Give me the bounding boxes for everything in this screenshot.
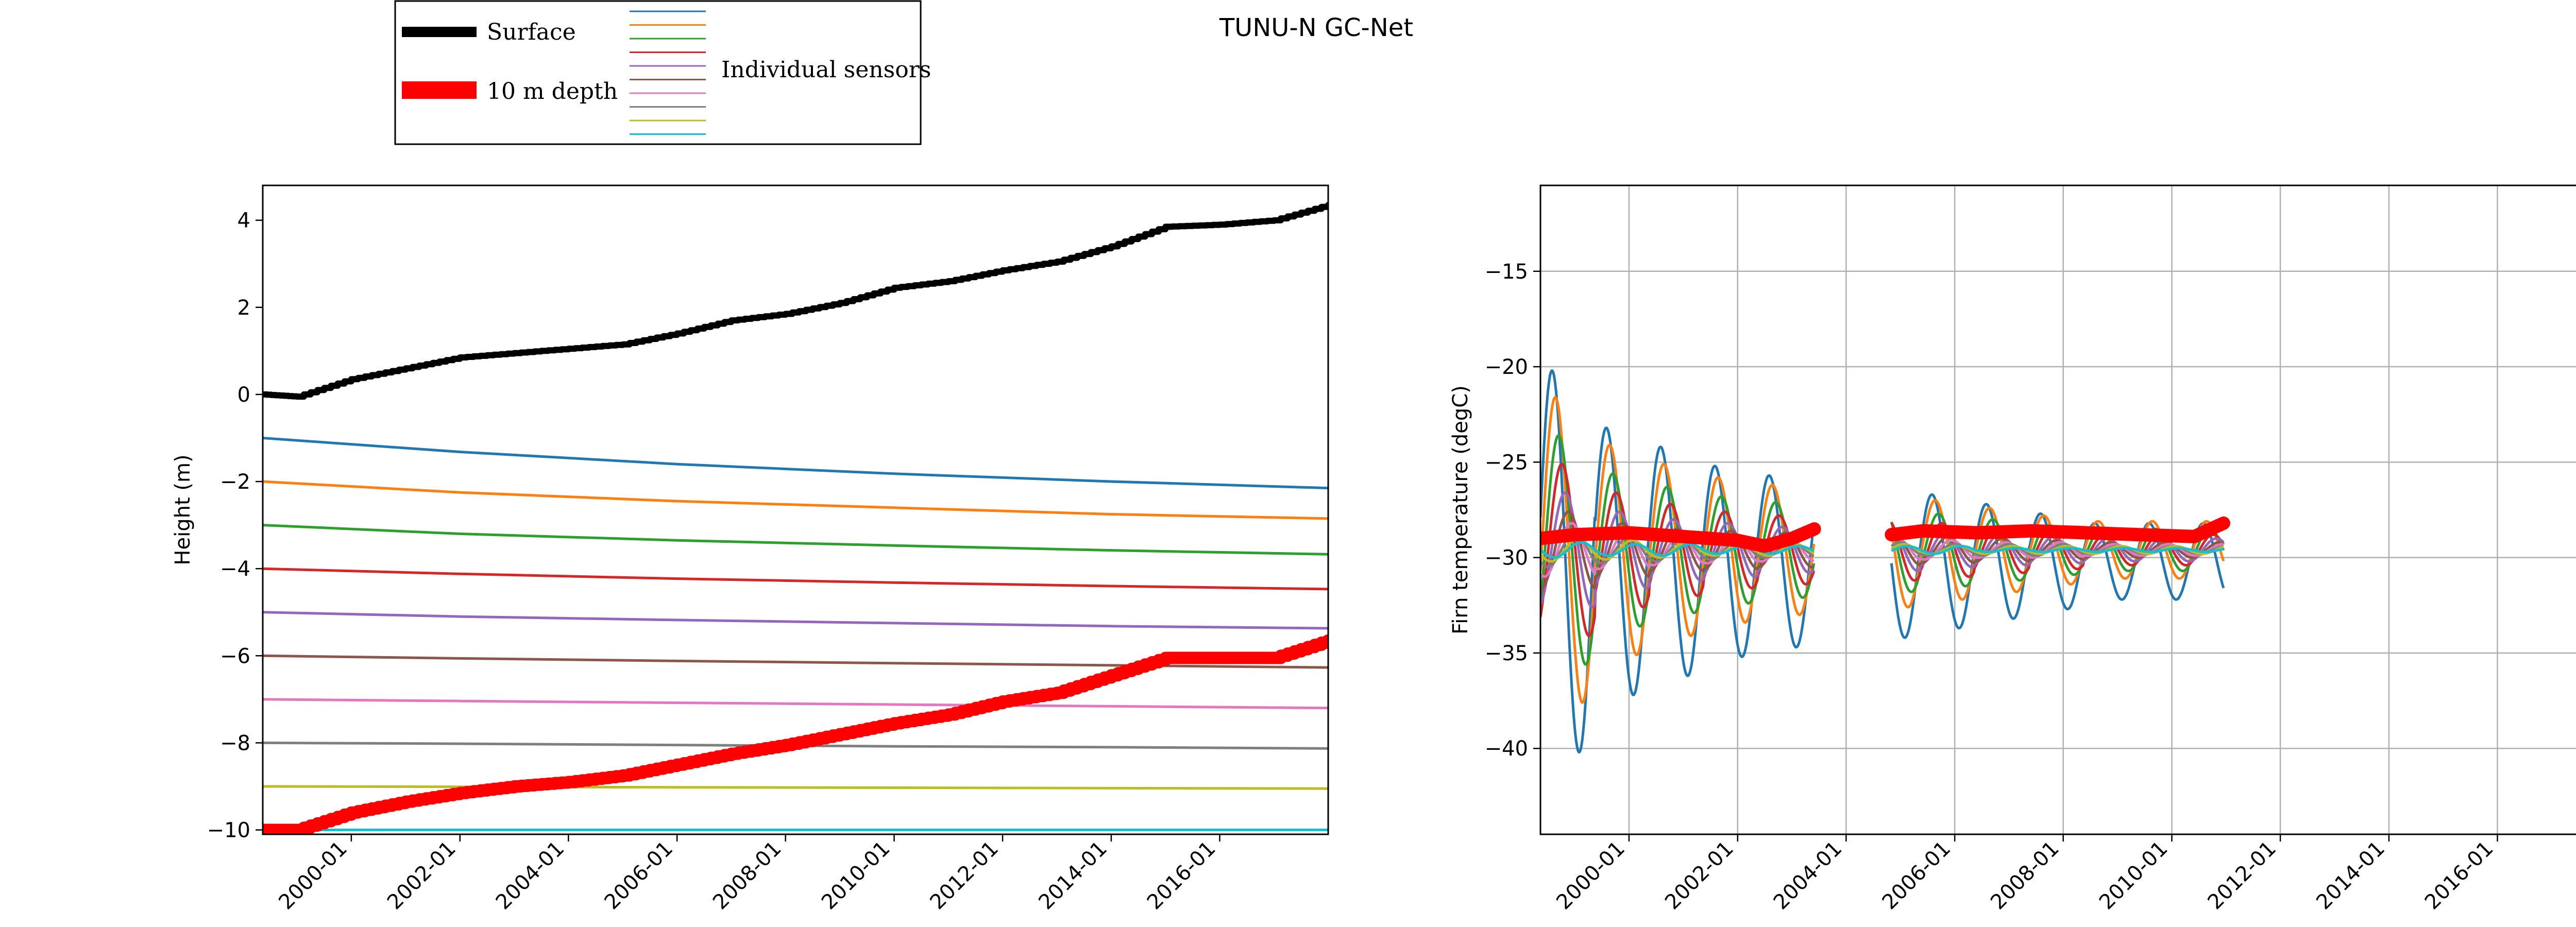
- temperature-x-tick-label: 2014-01: [2312, 837, 2389, 915]
- temperature-frame: [1539, 184, 2576, 835]
- temperature-sensor-line: [1540, 434, 1816, 666]
- sensor-line: [263, 611, 1328, 630]
- temperature-sensor-line: [1890, 537, 2224, 561]
- height-x-tick-label: 2014-01: [1034, 837, 1112, 915]
- temperature-y-tick-label: −40: [1485, 737, 1528, 761]
- height-x-tick-label: 2016-01: [1143, 837, 1221, 915]
- temperature-x-tick-label: 2006-01: [1877, 837, 1955, 915]
- temperature-10m-line: [1885, 516, 2230, 543]
- temperature-y-tick-label: −35: [1485, 642, 1528, 665]
- temperature-x-tick-label: 2016-01: [2420, 837, 2498, 915]
- height-x-tick-label: 2010-01: [817, 837, 895, 915]
- height-x-tick-label: 2012-01: [925, 837, 1003, 915]
- height-plot-area: [263, 202, 1328, 834]
- height-x-tick-label: 2008-01: [708, 837, 786, 915]
- height-y-tick-label: 4: [238, 209, 250, 233]
- height-frame: [262, 184, 1329, 835]
- surface-line: [263, 202, 1328, 400]
- height-ylabel: Height (m): [171, 454, 195, 565]
- sensor-line: [263, 524, 1328, 556]
- height-chart: 2000-01 2002-01 2004-01 2006-01 2008-01 2010-…: [207, 184, 1329, 915]
- legend: Surface 10 m depth Individual sensors: [394, 0, 931, 145]
- height-x-tick-label: 2000-01: [274, 837, 352, 915]
- temperature-ylabel: Firn temperature (degC): [1449, 385, 1472, 634]
- legend-10m-label: 10 m depth: [487, 78, 618, 105]
- height-y-tick-label: −8: [220, 731, 250, 755]
- temperature-x-tick-label: 2008-01: [1986, 837, 2064, 915]
- temperature-sensor-line: [1891, 544, 2224, 555]
- height-x-tick-label: 2002-01: [383, 837, 461, 915]
- temperature-chart: 2000-01 2002-01 2004-01 2006-01 2008-01 2010-…: [1485, 184, 2576, 915]
- temperature-plot-area: [1540, 369, 2230, 754]
- temperature-y-tick-label: −30: [1485, 546, 1528, 570]
- legend-sensor-swatches: [630, 10, 706, 135]
- legend-surface-label: Surface: [487, 19, 576, 45]
- temperature-sensor-line: [1540, 541, 1815, 559]
- temperature-sensor-line: [1890, 543, 2224, 555]
- temperature-x-tick-label: 2012-01: [2203, 837, 2281, 915]
- height-y-tick-label: −2: [220, 470, 250, 494]
- height-x-tick-label: 2006-01: [600, 837, 677, 915]
- sensor-line: [263, 698, 1328, 710]
- temperature-y-tick-label: −15: [1485, 260, 1528, 284]
- height-y-tick-label: −10: [207, 819, 250, 843]
- sensor-line: [263, 785, 1328, 790]
- temperature-x-tick-label: 2010-01: [2095, 837, 2173, 915]
- height-y-tick-label: −4: [220, 557, 250, 581]
- height-y-tick-label: −6: [220, 644, 250, 668]
- sensor-line: [263, 437, 1328, 490]
- temperature-y-tick-label: −20: [1485, 355, 1528, 379]
- temperature-sensor-line: [1890, 493, 2225, 639]
- legend-sensors-label: Individual sensors: [721, 57, 931, 83]
- height-y-tick-label: 0: [238, 383, 250, 407]
- temperature-x-tick-label: 2002-01: [1660, 837, 1738, 915]
- temperature-x-tick-label: 2000-01: [1552, 837, 1630, 915]
- height-x-tick-label: 2004-01: [492, 837, 569, 915]
- height-y-tick-label: 2: [238, 296, 250, 320]
- temperature-10m-line: [1540, 522, 1821, 553]
- temperature-x-tick-label: 2004-01: [1769, 837, 1847, 915]
- figure-title: TUNU-N GC-Net: [1219, 13, 1413, 42]
- depth-10m-line: [263, 634, 1328, 834]
- temperature-y-tick-label: −25: [1485, 451, 1528, 474]
- sensor-line: [263, 480, 1328, 520]
- sensor-line: [263, 567, 1328, 591]
